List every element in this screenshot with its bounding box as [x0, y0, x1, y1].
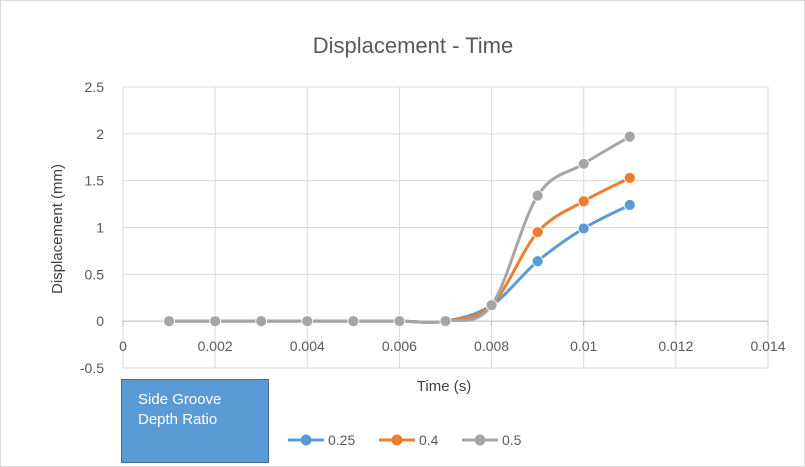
data-point: [163, 315, 175, 328]
x-tick-label: 0.012: [658, 338, 693, 354]
data-point: [531, 255, 544, 268]
x-axis-ticks: 0 0.002 0.004 0.006 0.008 0.01 0.012 0.014: [119, 321, 786, 354]
legend-title-box: Side Groove Depth Ratio: [121, 379, 269, 463]
data-point: [577, 195, 590, 208]
x-tick-label: 0.004: [290, 338, 325, 354]
legend-swatch-marker: [300, 434, 312, 446]
data-point: [347, 315, 360, 328]
data-point: [393, 315, 406, 328]
y-tick-label: 1.5: [85, 173, 105, 189]
legend-swatch-marker: [391, 434, 403, 446]
legend-title-line-2: Depth Ratio: [138, 411, 218, 428]
x-axis-title: Time (s): [417, 378, 471, 395]
data-point: [577, 157, 590, 170]
legend-item: 0.4: [379, 432, 439, 448]
data-point: [301, 315, 314, 328]
x-tick-label: 0.014: [750, 338, 785, 354]
y-tick-label: 2.5: [85, 79, 105, 95]
data-point: [577, 222, 590, 235]
x-tick-label: 0.006: [382, 338, 417, 354]
data-point: [439, 315, 452, 328]
legend-item: 0.25: [288, 432, 355, 448]
x-tick-label: 0.002: [198, 338, 233, 354]
legend-label: 0.25: [328, 432, 355, 448]
legend-swatch-marker: [474, 434, 486, 446]
legend-item: 0.5: [462, 432, 522, 448]
series-0.5: [163, 130, 636, 328]
data-point: [255, 315, 268, 328]
gridlines: [122, 86, 769, 369]
legend: 0.25 0.4 0.5: [288, 432, 522, 448]
data-point: [209, 315, 222, 328]
data-point: [531, 226, 544, 239]
legend-title-line-1: Side Groove: [138, 391, 222, 408]
y-axis-title: Displacement (mm): [49, 164, 66, 294]
data-point: [623, 130, 636, 143]
y-tick-label: 0.5: [85, 266, 105, 282]
y-tick-label: 2: [96, 126, 104, 142]
x-tick-label: 0.01: [570, 338, 597, 354]
y-tick-label: -0.5: [80, 360, 104, 376]
legend-label: 0.5: [502, 432, 522, 448]
legend-label: 0.4: [419, 432, 439, 448]
y-axis-ticks: -0.5 0 0.5 1 1.5 2 2.5: [80, 79, 104, 376]
x-tick-label: 0: [119, 338, 127, 354]
series-group: [163, 130, 636, 328]
y-tick-label: 1: [96, 220, 104, 236]
data-point: [623, 171, 636, 184]
chart-title: Displacement - Time: [313, 33, 514, 58]
data-point: [531, 189, 544, 202]
x-tick-label: 0.008: [474, 338, 509, 354]
data-point: [485, 299, 498, 312]
y-tick-label: 0: [96, 313, 104, 329]
data-point: [623, 199, 636, 211]
